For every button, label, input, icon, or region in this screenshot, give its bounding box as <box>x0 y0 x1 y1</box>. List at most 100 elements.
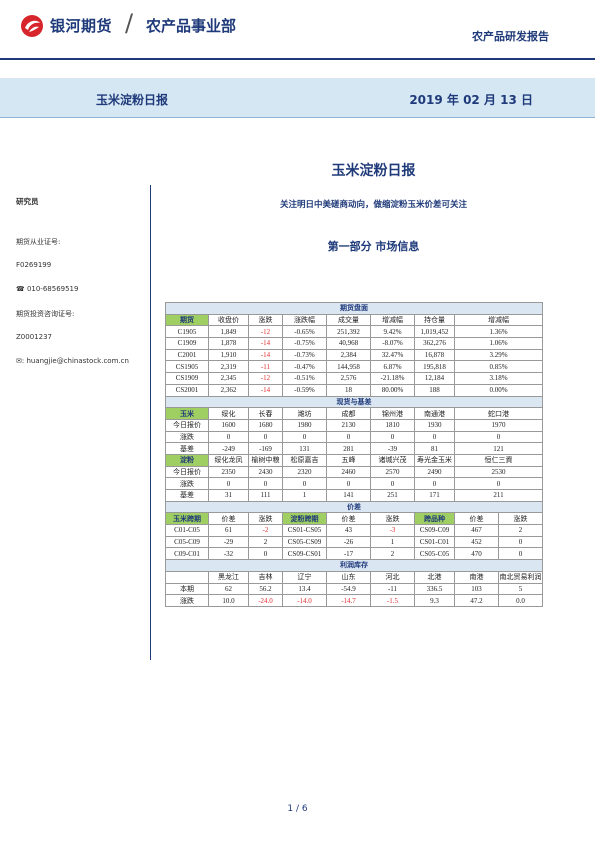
data-cell: C01-C05 <box>165 524 209 537</box>
header-cell: 河北 <box>370 570 415 584</box>
data-cell: 9.3 <box>414 594 455 607</box>
table-row: CS2001 2,362 -14 -0.59% 18 80.00% 188 0.00% <box>165 383 544 397</box>
data-cell: C2001 <box>165 348 209 362</box>
table-row: 基差 31 111 1 141 251 171 211 <box>165 489 544 502</box>
data-cell: 211 <box>453 489 544 502</box>
data-cell: 1,910 <box>208 348 249 362</box>
data-cell: 2490 <box>414 465 455 479</box>
header-cell: 增减幅 <box>370 313 415 327</box>
data-cell: 1 <box>370 535 415 549</box>
data-cell: 0 <box>370 477 415 490</box>
header-cell: 南港 <box>454 570 499 584</box>
header-cell: 涨跌 <box>248 313 283 327</box>
table-row: C1909 1,878 -14 -0.75% 40,968 -8.07% 362,276 1.… <box>165 337 544 350</box>
data-cell: CS1909 <box>165 372 209 385</box>
data-cell: 0 <box>208 477 249 490</box>
analyst-label: 研究员 <box>16 197 39 206</box>
data-cell: -32 <box>208 547 249 561</box>
data-cell: -14 <box>248 337 283 350</box>
page-total: 6 <box>301 804 308 814</box>
data-cell: 470 <box>454 547 499 561</box>
data-cell: 0 <box>248 547 283 561</box>
data-cell: -249 <box>208 442 249 455</box>
data-cell: 195,818 <box>414 360 455 374</box>
data-cell: 362,276 <box>414 337 455 350</box>
data-cell: 111 <box>248 489 283 502</box>
data-cell: 0 <box>453 430 544 444</box>
header-cell: 涨跌 <box>370 512 415 526</box>
data-cell: 2 <box>248 535 283 549</box>
data-cell: -24.0 <box>248 594 283 607</box>
phone-number: ☎ 010-68569519 <box>16 285 79 293</box>
header-cell: 寿光金玉米 <box>414 453 455 467</box>
band-title: 玉米淀粉日报 <box>96 93 169 107</box>
data-cell: -2 <box>248 524 283 537</box>
data-cell: 251,392 <box>326 325 371 339</box>
data-cell: -14 <box>248 383 283 397</box>
data-cell: 43 <box>326 524 371 537</box>
table-row: 涨跌 0 0 0 0 0 0 0 <box>165 430 544 444</box>
data-cell: -12 <box>248 372 283 385</box>
license-number: F0269199 <box>16 261 52 269</box>
header-cell: 增减幅 <box>453 313 544 327</box>
data-cell: -169 <box>248 442 283 455</box>
header-cell: 恒仁三資 <box>453 453 544 467</box>
header-cell: 榆树中粮 <box>248 453 283 467</box>
header-cell: 成都 <box>326 407 371 420</box>
data-cell: 1,019,452 <box>414 325 455 339</box>
data-cell: CS05-CS09 <box>282 535 327 549</box>
data-cell: C1905 <box>165 325 209 339</box>
header-cell <box>165 570 209 584</box>
data-cell: 141 <box>326 489 371 502</box>
data-cell: 47.2 <box>454 594 499 607</box>
header-cell: 山东 <box>326 570 371 584</box>
header-cell: 北港 <box>414 570 455 584</box>
page-separator: / <box>295 804 300 814</box>
data-cell: 基差 <box>165 442 209 455</box>
data-cell: 9.42% <box>370 325 415 339</box>
license-label: 期货从业证号: <box>16 238 61 246</box>
data-cell: 188 <box>414 383 455 397</box>
data-cell: 336.5 <box>414 582 455 596</box>
market-data-table: 期货盘面 期货 收盘价 涨跌 涨跌幅 成交量 增减幅 持仓量 增减幅 C1905 1,849 -12-… <box>164 302 544 607</box>
data-cell: 0 <box>370 430 415 444</box>
document-subtitle: 关注明日中美磋商动向，做缩淀粉玉米价差可关注 <box>279 200 467 210</box>
data-cell: -12 <box>248 325 283 339</box>
header-cell: 锦州港 <box>370 407 415 420</box>
data-cell: -0.73% <box>282 348 327 362</box>
data-cell: 2,384 <box>326 348 371 362</box>
data-cell: 今日报价 <box>165 465 209 479</box>
data-cell: -0.51% <box>282 372 327 385</box>
data-cell: 1680 <box>248 418 283 432</box>
section-heading: 第一部分 市场信息 <box>327 240 420 253</box>
header-cell: 跨品种 <box>414 512 455 526</box>
header-cell: 南通港 <box>414 407 455 420</box>
header-cell: 价差 <box>326 512 371 526</box>
table-row: C09-C01 -32 0 CS09-CS01 -17 2 CS05-C05 470 0 <box>165 547 544 561</box>
data-cell: 3.29% <box>453 348 544 362</box>
table-row: C05-C09 -29 2 CS05-CS09 -26 1 CS01-C01 452 0 <box>165 535 544 549</box>
header-rule <box>0 58 595 60</box>
data-cell: 今日报价 <box>165 418 209 432</box>
data-cell: CS01-CS05 <box>282 524 327 537</box>
data-cell: 2,319 <box>208 360 249 374</box>
header-cell: 蛇口港 <box>453 407 544 420</box>
data-cell: 12,184 <box>414 372 455 385</box>
data-cell: C1909 <box>165 337 209 350</box>
data-cell: C09-C01 <box>165 547 209 561</box>
header-cell: 收盘价 <box>208 313 249 327</box>
table-row: C1905 1,849 -12 -0.65% 251,392 9.42% 1,019,452… <box>165 325 544 339</box>
data-cell: 6.87% <box>370 360 415 374</box>
data-cell: -39 <box>370 442 415 455</box>
data-cell: 13.4 <box>282 582 327 596</box>
data-cell: 2130 <box>326 418 371 432</box>
header-cell: 长春 <box>248 407 283 420</box>
data-cell: 0.00% <box>453 383 544 397</box>
data-cell: -11 <box>370 582 415 596</box>
data-cell: 81 <box>414 442 455 455</box>
header-cell: 淀粉跨期 <box>282 512 327 526</box>
table-row: 本期 62 56.2 13.4 -54.9 -11 336.5 103 5 <box>165 582 544 596</box>
data-cell: 1.36% <box>453 325 544 339</box>
data-cell: 0 <box>414 430 455 444</box>
data-cell: 1980 <box>282 418 327 432</box>
